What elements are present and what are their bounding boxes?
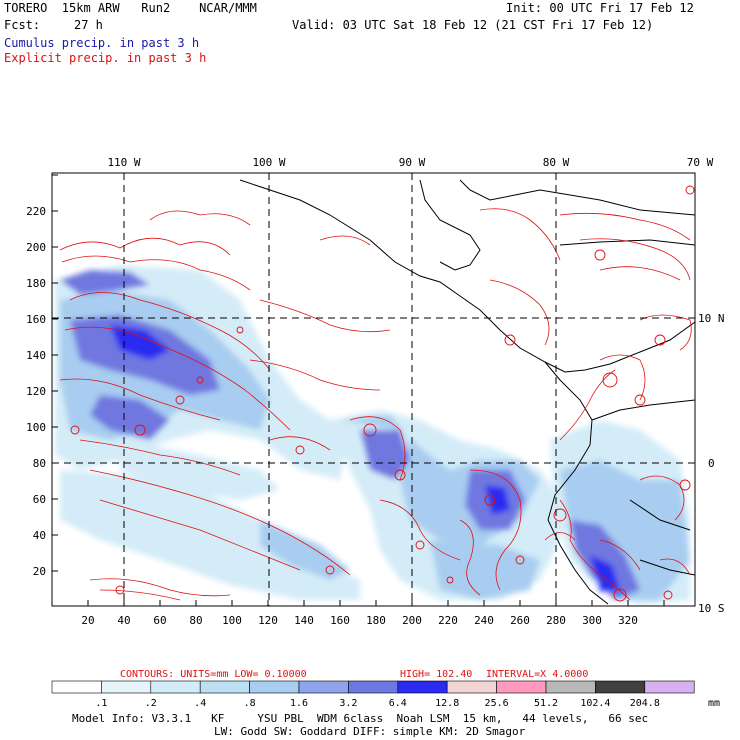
y-tick-label: 180: [26, 277, 46, 290]
lon-label: 80 W: [543, 156, 570, 169]
colorbar-label: 12.8: [435, 698, 459, 709]
colorbar-swatch: [446, 680, 497, 694]
y-tick-label: 160: [26, 313, 46, 326]
coastlines: [239, 179, 695, 605]
lat-label: 10 S: [698, 602, 725, 615]
explicit-legend: Explicit precip. in past 3 h: [4, 51, 207, 65]
colorbar-swatch: [496, 680, 547, 694]
contour-high: HIGH= 102.40: [400, 669, 472, 680]
y-tick-label: 140: [26, 349, 46, 362]
x-tick-label: 20: [81, 614, 94, 627]
colorbar: .1 .2 .4 .8 1.6 3.2 6.4 12.8 25.6 51.2 102.4 204.8: [51, 680, 695, 709]
x-tick-label: 180: [366, 614, 386, 627]
model-title: TORERO 15km ARW Run2 NCAR/MMM: [4, 1, 257, 15]
x-tick-label: 200: [402, 614, 422, 627]
contour-info: CONTOURS: UNITS=mm LOW= 0.10000: [120, 669, 307, 680]
init-time: Init: 00 UTC Fri 17 Feb 12: [506, 1, 694, 15]
lat-lon-grid: [52, 173, 695, 606]
y-tick-label: 200: [26, 241, 46, 254]
colorbar-label: 51.2: [534, 698, 558, 709]
x-tick-label: 40: [117, 614, 130, 627]
y-tick-label: 220: [26, 205, 46, 218]
x-tick-label: 280: [546, 614, 566, 627]
y-tick-label: 20: [33, 565, 46, 578]
x-tick-label: 240: [474, 614, 494, 627]
colorbar-swatch: [644, 680, 695, 694]
x-tick-label: 220: [438, 614, 458, 627]
y-tick-label: 40: [33, 529, 46, 542]
valid-time: Valid: 03 UTC Sat 18 Feb 12 (21 CST Fri …: [292, 18, 654, 32]
cumulus-legend: Cumulus precip. in past 3 h: [4, 36, 200, 50]
colorbar-label: 3.2: [339, 698, 357, 709]
contour-dots: [70, 185, 695, 602]
colorbar-swatch: [199, 680, 250, 694]
x-tick-label: 60: [153, 614, 166, 627]
colorbar-label: 6.4: [389, 698, 407, 709]
x-tick-label: 80: [189, 614, 202, 627]
forecast-hour: 27 h: [74, 18, 103, 32]
y-tick-label: 80: [33, 457, 46, 470]
y-tick-label: 100: [26, 421, 46, 434]
lat-label: 10 N: [698, 312, 725, 325]
colorbar-swatch: [397, 680, 448, 694]
y-tick-label: 120: [26, 385, 46, 398]
plot-frame: [51, 172, 696, 607]
colorbar-label: .1: [95, 698, 107, 709]
colorbar-label: .8: [244, 698, 256, 709]
lon-label: 90 W: [399, 156, 426, 169]
precip-shading: [55, 265, 690, 605]
lon-label: 100 W: [252, 156, 285, 169]
lat-label: 0: [708, 457, 715, 470]
x-tick-label: 160: [330, 614, 350, 627]
lon-label: 70 W: [687, 156, 714, 169]
x-tick-label: 320: [618, 614, 638, 627]
colorbar-swatch: [545, 680, 596, 694]
x-tick-label: 300: [582, 614, 602, 627]
colorbar-swatch: [595, 680, 646, 694]
colorbar-swatch: [249, 680, 300, 694]
colorbar-label: 102.4: [580, 698, 610, 709]
x-tick-label: 120: [258, 614, 278, 627]
x-tick-label: 260: [510, 614, 530, 627]
colorbar-label: 1.6: [290, 698, 308, 709]
colorbar-label: .4: [194, 698, 206, 709]
contour-interval: INTERVAL=X 4.0000: [486, 669, 588, 680]
forecast-label: Fcst:: [4, 18, 41, 32]
colorbar-swatch: [298, 680, 349, 694]
model-physics: LW: Godd SW: Goddard DIFF: simple KM: 2D…: [214, 725, 526, 738]
colorbar-swatch: [150, 680, 201, 694]
colorbar-units: mm: [708, 698, 720, 709]
model-info: Model Info: V3.3.1 KF YSU PBL WDM 6class…: [72, 712, 649, 725]
colorbar-label: .2: [145, 698, 157, 709]
colorbar-swatch: [51, 680, 102, 694]
colorbar-swatch: [348, 680, 399, 694]
x-tick-label: 100: [222, 614, 242, 627]
tick-marks: [52, 174, 665, 606]
colorbar-label: 25.6: [485, 698, 509, 709]
colorbar-label: 204.8: [630, 698, 660, 709]
x-tick-label: 140: [294, 614, 314, 627]
lon-label: 110 W: [107, 156, 140, 169]
colorbar-swatch: [101, 680, 152, 694]
y-tick-label: 60: [33, 493, 46, 506]
